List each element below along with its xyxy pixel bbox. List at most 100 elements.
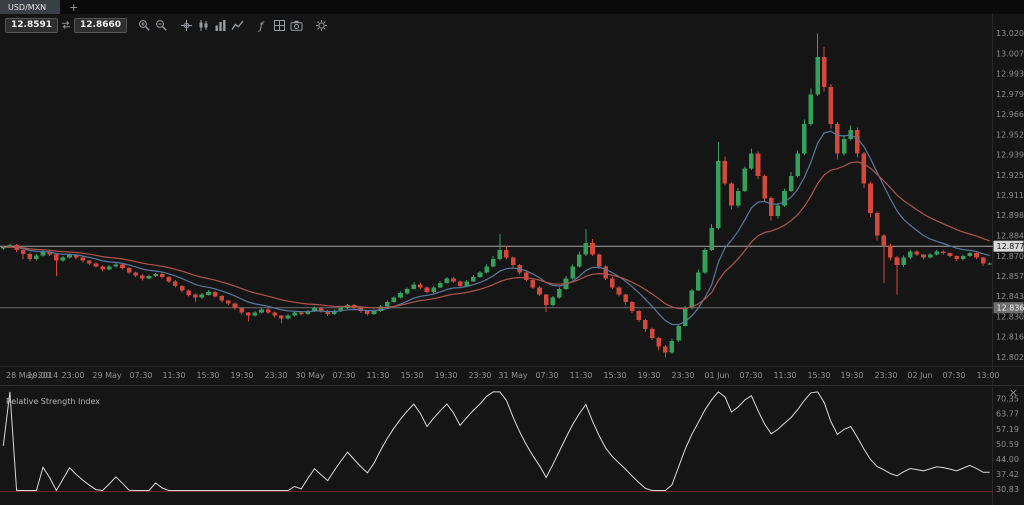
candles-layer (1, 33, 992, 358)
price-axis-label: 12.9663 (996, 110, 1024, 119)
settings-icon (315, 19, 328, 32)
line-chart-icon (231, 19, 244, 32)
toolbar-group (313, 17, 330, 33)
time-axis-label: 01 Jun (704, 371, 729, 380)
time-axis-label: 19:30 (637, 371, 660, 380)
zoom-out-button[interactable] (153, 17, 170, 33)
chart-workspace: 13.0208 13.0072 12.9936 12.9799 12.9663 12.95… (0, 14, 1024, 505)
indicators-button[interactable]: ƒ (254, 17, 271, 33)
rsi-axis-label: 63.77 (996, 410, 1019, 419)
ma-slow-line (3, 161, 990, 310)
rsi-axis-label: 44.00 (996, 455, 1019, 464)
price-axis-label: 12.9799 (996, 90, 1024, 99)
price-axis-label: 12.8573 (996, 272, 1024, 281)
price-axis-label: 12.9254 (996, 171, 1024, 180)
close-icon: × (1008, 386, 1018, 399)
time-axis-label: 19:00 (27, 371, 50, 380)
time-axis-label: 11:30 (569, 371, 592, 380)
time-axis-label: 02 Jun (907, 371, 932, 380)
rsi-axis-label: 30.83 (996, 485, 1019, 494)
zoom-in-button[interactable] (136, 17, 153, 33)
bid-price-chip[interactable]: 12.8591 (5, 17, 58, 33)
main-chart-svg: 13.0208 13.0072 12.9936 12.9799 12.9663 12.95… (0, 14, 1024, 386)
crosshair-icon (180, 19, 193, 32)
tab-usdmxn[interactable]: USD/MXN (0, 0, 61, 14)
price-axis-label: 12.9118 (996, 191, 1024, 200)
price-axis-label: 12.9527 (996, 130, 1024, 139)
rsi-title: Relative Strength Index (6, 397, 100, 406)
time-axis-label: 23:30 (671, 371, 694, 380)
tab-label: USD/MXN (8, 2, 47, 12)
rsi-axis-label: 50.59 (996, 440, 1019, 449)
crosshair-button[interactable] (178, 17, 195, 33)
time-axis-label: 11:30 (773, 371, 796, 380)
toolbar-buttons: ƒ (136, 17, 338, 33)
rsi-panel: 70.35 63.77 57.19 50.59 44.00 37.42 30.83 Rela… (0, 385, 1024, 505)
time-axis-label: 07:30 (332, 371, 355, 380)
price-axis-label: 13.0072 (996, 49, 1024, 58)
time-axis-label: 11:30 (366, 371, 389, 380)
rsi-axis-label: 37.42 (996, 470, 1019, 479)
price-axis-label: 12.8846 (996, 231, 1024, 240)
time-axis-label: 07:30 (739, 371, 762, 380)
chart-toolbar: 12.8591 12.8660 ƒ (5, 17, 338, 33)
price-axis-label: 12.8982 (996, 211, 1024, 220)
toolbar-group (136, 17, 170, 33)
time-axis-label: 13:00 (976, 371, 999, 380)
time-axis-label: 15:30 (400, 371, 423, 380)
ask-price-chip[interactable]: 12.8660 (74, 17, 127, 33)
zoom-in-icon (138, 19, 151, 32)
candlestick-icon (197, 19, 210, 32)
time-axis-label: 23:30 (264, 371, 287, 380)
time-axis-label: 23:30 (874, 371, 897, 380)
time-axis-label: 07:30 (129, 371, 152, 380)
price-axis-label: 12.8164 (996, 333, 1024, 342)
time-axis-label: 31 May (498, 371, 528, 380)
time-axis-label: 30 May (295, 371, 325, 380)
rsi-axis-label: 70.35 (996, 395, 1019, 404)
time-axis-label: 29 May (92, 371, 122, 380)
time-axis-label: 07:30 (942, 371, 965, 380)
time-axis-label: 28 May 2014 (6, 371, 58, 380)
price-axis-label: 12.9936 (996, 70, 1024, 79)
time-axis-label: 23:30 (468, 371, 491, 380)
price-axis-label: 13.0208 (996, 29, 1024, 38)
svg-text:12.8363: 12.8363 (997, 304, 1024, 313)
tab-bar: USD/MXN + (0, 0, 1024, 14)
line-chart-button[interactable] (229, 17, 246, 33)
bid-ask-arrows-icon (61, 20, 71, 30)
rsi-svg: 70.35 63.77 57.19 50.59 44.00 37.42 30.83 (0, 387, 1024, 505)
rsi-plot[interactable]: 70.35 63.77 57.19 50.59 44.00 37.42 30.83 (0, 387, 1024, 505)
new-tab-button[interactable]: + (69, 0, 79, 14)
grid-icon (273, 19, 286, 32)
time-axis-label: 15:30 (807, 371, 830, 380)
settings-button[interactable] (313, 17, 330, 33)
time-axis-label: 15:30 (603, 371, 626, 380)
snapshot-button[interactable] (288, 17, 305, 33)
candlestick-button[interactable] (195, 17, 212, 33)
time-axis-label: 15:30 (196, 371, 219, 380)
toolbar-group: ƒ (254, 17, 305, 33)
candlestick-chart[interactable]: 13.0208 13.0072 12.9936 12.9799 12.9663 12.95… (0, 14, 1024, 386)
rsi-axis-label: 57.19 (996, 425, 1019, 434)
svg-text:12.8777: 12.8777 (997, 242, 1024, 251)
time-axis-label: 07:30 (535, 371, 558, 380)
price-axis-label: 12.8709 (996, 252, 1024, 261)
svg-text:ƒ: ƒ (257, 19, 265, 32)
rsi-line (2, 391, 990, 492)
time-axis-label: 23:00 (61, 371, 84, 380)
bar-chart-button[interactable] (212, 17, 229, 33)
price-tag: 12.8777 (993, 240, 1024, 252)
grid-button[interactable] (271, 17, 288, 33)
price-axis-label: 12.8437 (996, 292, 1024, 301)
time-axis-label: 11:30 (162, 371, 185, 380)
toolbar-group (178, 17, 246, 33)
price-axis-label: 12.8027 (996, 353, 1024, 362)
price-axis-label: 12.8300 (996, 313, 1024, 322)
snapshot-icon (290, 19, 303, 32)
rsi-close-button[interactable]: × (1009, 386, 1018, 399)
bar-chart-icon (214, 19, 227, 32)
time-axis-label: 19:30 (230, 371, 253, 380)
